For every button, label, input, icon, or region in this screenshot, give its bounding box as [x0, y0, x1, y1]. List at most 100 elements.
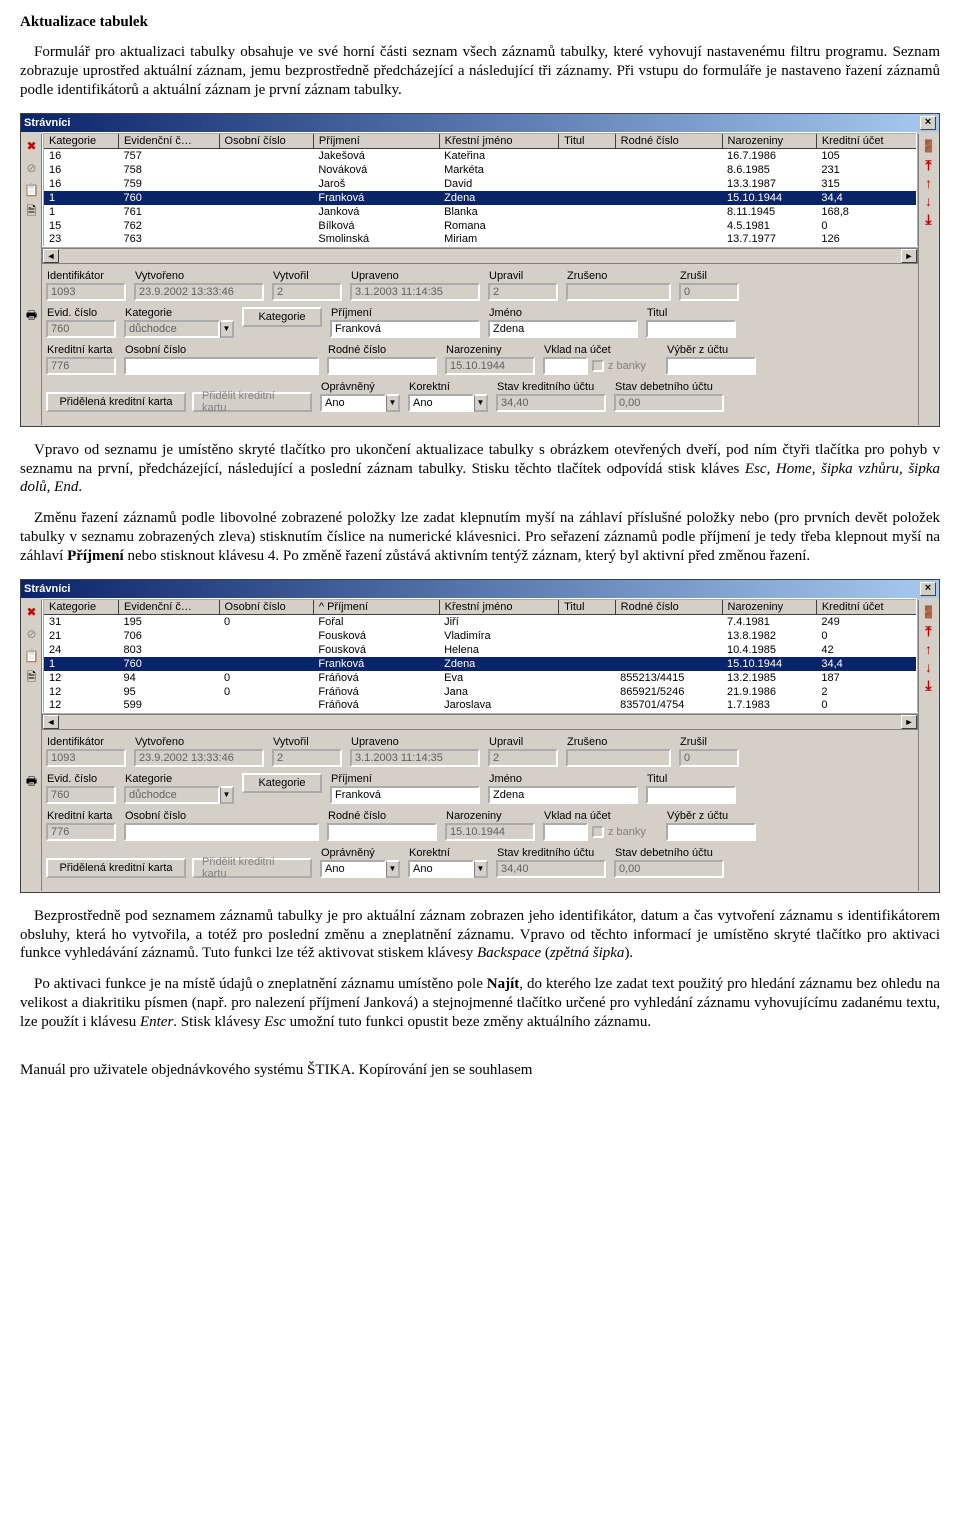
button[interactable]: Kategorie: [242, 307, 322, 327]
prev-icon[interactable]: ↑: [925, 176, 932, 190]
input[interactable]: Ano: [408, 860, 474, 878]
new-icon[interactable]: 🗎: [24, 670, 40, 686]
column-header[interactable]: Příjmení: [313, 133, 439, 149]
input[interactable]: Ano: [408, 394, 474, 412]
button[interactable]: Přidělená kreditní karta: [46, 858, 186, 878]
column-header[interactable]: Rodné číslo: [615, 599, 722, 615]
input[interactable]: Zdena: [488, 786, 638, 804]
table-row[interactable]: 23763SmolinskáMiriam13.7.1977126: [43, 233, 917, 247]
table-row[interactable]: 1761JankováBlanka8.11.1945168,8: [43, 205, 917, 219]
input[interactable]: Zdena: [488, 320, 638, 338]
column-header[interactable]: Křestní jméno: [439, 599, 558, 615]
column-header[interactable]: Kategorie: [43, 599, 118, 615]
table-row[interactable]: 1760FrankováZdena15.10.194434,4: [43, 191, 917, 205]
chevron-down-icon[interactable]: ▼: [386, 860, 400, 878]
scroll-right-icon[interactable]: ►: [901, 249, 917, 263]
last-icon[interactable]: ⤓: [925, 678, 931, 692]
input[interactable]: [666, 357, 756, 375]
input[interactable]: Franková: [330, 320, 480, 338]
column-header[interactable]: Rodné číslo: [615, 133, 722, 149]
print-icon[interactable]: 🖶: [24, 309, 40, 325]
exit-icon[interactable]: 🚪: [921, 138, 937, 154]
scroll-left-icon[interactable]: ◄: [43, 715, 59, 729]
chevron-down-icon[interactable]: ▼: [474, 394, 488, 412]
column-header[interactable]: Osobní číslo: [219, 599, 313, 615]
table-row[interactable]: 24803FouskováHelena10.4.198542: [43, 643, 917, 657]
hscrollbar[interactable]: ◄ ►: [42, 714, 918, 730]
table-row[interactable]: 311950FořalJiří7.4.1981249: [43, 615, 917, 629]
column-header[interactable]: Osobní číslo: [219, 133, 313, 149]
data-grid[interactable]: KategorieEvidenční č…Osobní čísloPříjmen…: [42, 132, 918, 248]
close-icon[interactable]: ×: [920, 116, 936, 130]
delete-icon[interactable]: ✖: [24, 604, 40, 620]
scroll-right-icon[interactable]: ►: [901, 715, 917, 729]
new-icon[interactable]: 🗎: [24, 204, 40, 220]
column-header[interactable]: Evidenční č…: [118, 599, 219, 615]
button[interactable]: Kategorie: [242, 773, 322, 793]
scroll-left-icon[interactable]: ◄: [43, 249, 59, 263]
input[interactable]: [124, 357, 319, 375]
input[interactable]: Franková: [330, 786, 480, 804]
column-header[interactable]: Titul: [559, 599, 616, 615]
chevron-down-icon[interactable]: ▼: [474, 860, 488, 878]
input[interactable]: [666, 823, 756, 841]
field-label: Jméno: [488, 773, 638, 785]
input[interactable]: [327, 823, 437, 841]
input[interactable]: [543, 823, 588, 841]
cell: 21.9.1986: [722, 685, 816, 699]
table-row[interactable]: 16758NovákováMarkéta8.6.1985231: [43, 163, 917, 177]
prev-icon[interactable]: ↑: [925, 642, 932, 656]
column-header[interactable]: Evidenční č…: [118, 133, 219, 149]
input[interactable]: Ano: [320, 860, 386, 878]
column-header[interactable]: Křestní jméno: [439, 133, 558, 149]
hscrollbar[interactable]: ◄ ►: [42, 248, 918, 264]
close-icon[interactable]: ×: [920, 582, 936, 596]
text: . Stisk klávesy: [173, 1014, 264, 1030]
next-icon[interactable]: ↓: [925, 660, 932, 674]
input: 776: [46, 823, 116, 841]
column-header[interactable]: Kategorie: [43, 133, 118, 149]
data-grid[interactable]: KategorieEvidenční č…Osobní číslo^ Příjm…: [42, 598, 918, 714]
column-header[interactable]: Kreditní účet: [816, 599, 917, 615]
table-row[interactable]: 12950FráňováJana865921/524621.9.19862: [43, 685, 917, 699]
cell: 195: [118, 615, 219, 629]
table-row[interactable]: 16757JakešováKateřina16.7.1986105: [43, 149, 917, 163]
next-icon[interactable]: ↓: [925, 194, 932, 208]
cell: [219, 699, 313, 713]
field-label: Osobní číslo: [124, 810, 319, 822]
cancel-icon[interactable]: ⊘: [24, 626, 40, 642]
last-icon[interactable]: ⤓: [925, 212, 931, 226]
column-header[interactable]: ^ Příjmení: [313, 599, 439, 615]
column-header[interactable]: Narozeniny: [722, 599, 816, 615]
input[interactable]: [124, 823, 319, 841]
table-row[interactable]: 21706FouskováVladimíra13.8.19820: [43, 629, 917, 643]
input[interactable]: Ano: [320, 394, 386, 412]
copy-icon[interactable]: 📋: [24, 182, 40, 198]
column-header[interactable]: Kreditní účet: [816, 133, 917, 149]
cancel-icon[interactable]: ⊘: [24, 160, 40, 176]
print-icon[interactable]: 🖶: [24, 775, 40, 791]
button: Přidělit kreditní kartu: [192, 858, 312, 878]
chevron-down-icon[interactable]: ▼: [386, 394, 400, 412]
input[interactable]: [646, 320, 736, 338]
table-row[interactable]: 12599FráňováJaroslava835701/47541.7.1983…: [43, 699, 917, 713]
column-header[interactable]: Titul: [559, 133, 616, 149]
chevron-down-icon[interactable]: ▼: [220, 320, 234, 338]
chevron-down-icon[interactable]: ▼: [220, 786, 234, 804]
table-row[interactable]: 15762BílkováRomana4.5.19810: [43, 219, 917, 233]
input[interactable]: [327, 357, 437, 375]
cell: Franková: [313, 657, 439, 671]
cell: Jiří: [439, 615, 558, 629]
delete-icon[interactable]: ✖: [24, 138, 40, 154]
input[interactable]: [543, 357, 588, 375]
exit-icon[interactable]: 🚪: [921, 604, 937, 620]
column-header[interactable]: Narozeniny: [722, 133, 816, 149]
input[interactable]: [646, 786, 736, 804]
table-row[interactable]: 16759JarošDavid13.3.1987315: [43, 177, 917, 191]
first-icon[interactable]: ⤒: [925, 158, 931, 172]
copy-icon[interactable]: 📋: [24, 648, 40, 664]
table-row[interactable]: 12940FráňováEva855213/441513.2.1985187: [43, 671, 917, 685]
first-icon[interactable]: ⤒: [925, 624, 931, 638]
button[interactable]: Přidělená kreditní karta: [46, 392, 186, 412]
table-row[interactable]: 1760FrankováZdena15.10.194434,4: [43, 657, 917, 671]
